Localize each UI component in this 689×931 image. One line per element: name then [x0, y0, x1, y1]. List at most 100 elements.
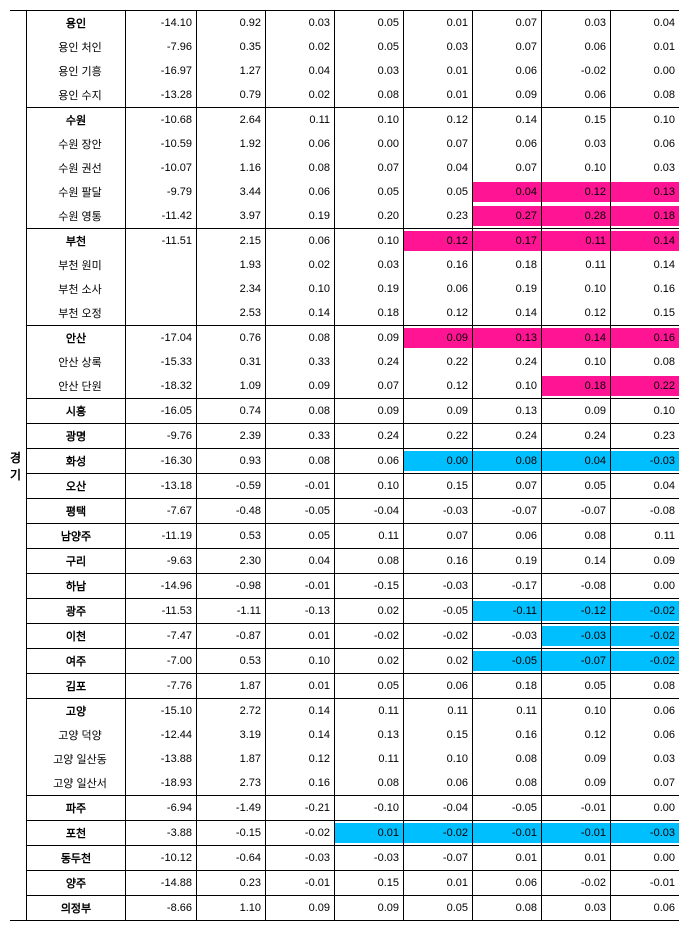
data-cell: 0.00	[611, 846, 680, 871]
data-cell: 0.01	[404, 59, 473, 83]
data-cell: 0.16	[404, 253, 473, 277]
data-cell: 0.07	[335, 156, 404, 180]
data-cell: -11.19	[126, 524, 197, 549]
data-cell: 0.05	[404, 896, 473, 921]
data-cell: 3.19	[197, 723, 266, 747]
data-cell: 0.09	[335, 896, 404, 921]
row-name: 안산 단원	[27, 374, 126, 399]
row-name: 부천 원미	[27, 253, 126, 277]
data-cell: 0.08	[335, 549, 404, 574]
data-cell: 3.44	[197, 180, 266, 204]
data-cell: 0.11	[542, 229, 611, 254]
data-cell: 0.07	[404, 524, 473, 549]
table-row: 이천-7.47-0.870.01-0.02-0.02-0.03-0.03-0.0…	[27, 624, 679, 649]
data-cell: 0.11	[335, 747, 404, 771]
table-row: 화성-16.300.930.080.060.000.080.04-0.03	[27, 449, 679, 474]
table-row: 고양 일산동-13.881.870.120.110.100.080.090.03	[27, 747, 679, 771]
data-cell: 0.31	[197, 350, 266, 374]
data-cell: 0.23	[611, 424, 680, 449]
data-cell: 0.79	[197, 83, 266, 108]
data-cell: 1.27	[197, 59, 266, 83]
data-cell: 0.05	[335, 11, 404, 35]
data-cell: -0.08	[542, 574, 611, 599]
table-row: 용인 처인-7.960.350.020.050.030.070.060.01	[27, 35, 679, 59]
data-cell: 0.09	[335, 326, 404, 351]
data-cell: -3.88	[126, 821, 197, 846]
data-cell: 0.15	[611, 301, 680, 326]
data-cell: -0.02	[266, 821, 335, 846]
data-cell: 0.07	[473, 11, 542, 35]
data-cell: 0.12	[404, 108, 473, 133]
table-row: 포천-3.88-0.15-0.020.01-0.02-0.01-0.01-0.0…	[27, 821, 679, 846]
data-cell: -0.03	[335, 846, 404, 871]
data-cell: 0.10	[335, 108, 404, 133]
data-cell: 0.19	[473, 549, 542, 574]
data-cell: 0.18	[473, 253, 542, 277]
data-cell: -0.03	[404, 574, 473, 599]
data-cell: 0.24	[335, 424, 404, 449]
row-name: 구리	[27, 549, 126, 574]
data-cell: 1.92	[197, 132, 266, 156]
data-cell: 0.08	[611, 674, 680, 699]
data-cell: 0.08	[473, 449, 542, 474]
row-name: 동두천	[27, 846, 126, 871]
data-cell: 0.33	[266, 350, 335, 374]
row-name: 부천 오정	[27, 301, 126, 326]
data-cell: 0.13	[335, 723, 404, 747]
data-cell: -16.97	[126, 59, 197, 83]
data-cell: 0.12	[266, 747, 335, 771]
table-row: 고양 덕양-12.443.190.140.130.150.160.120.06	[27, 723, 679, 747]
data-cell: 0.04	[266, 549, 335, 574]
data-cell: -17.04	[126, 326, 197, 351]
data-cell: 0.06	[611, 699, 680, 724]
data-cell: -0.03	[404, 499, 473, 524]
data-cell: 3.97	[197, 204, 266, 229]
data-cell: 0.02	[266, 35, 335, 59]
data-cell: 0.09	[335, 399, 404, 424]
table-row: 양주-14.880.23-0.010.150.010.06-0.02-0.01	[27, 871, 679, 896]
data-cell: -9.63	[126, 549, 197, 574]
data-cell: 0.03	[335, 253, 404, 277]
row-name: 평택	[27, 499, 126, 524]
data-cell: 0.08	[473, 896, 542, 921]
data-cell: -0.07	[473, 499, 542, 524]
table-row: 부천 소사2.340.100.190.060.190.100.16	[27, 277, 679, 301]
data-cell: 0.24	[542, 424, 611, 449]
data-cell: 0.01	[335, 821, 404, 846]
data-cell: 0.03	[611, 747, 680, 771]
row-name: 의정부	[27, 896, 126, 921]
data-cell: 0.10	[542, 350, 611, 374]
table-row: 안산-17.040.760.080.090.090.130.140.16	[27, 326, 679, 351]
table-row: 부천-11.512.150.060.100.120.170.110.14	[27, 229, 679, 254]
table-row: 부천 원미1.930.020.030.160.180.110.14	[27, 253, 679, 277]
table-row: 광명-9.762.390.330.240.220.240.240.23	[27, 424, 679, 449]
row-name: 수원 권선	[27, 156, 126, 180]
data-cell: 0.06	[266, 180, 335, 204]
data-cell: 0.08	[266, 156, 335, 180]
data-cell: 0.04	[611, 11, 680, 35]
data-cell: 0.02	[335, 599, 404, 624]
data-cell: 0.14	[611, 229, 680, 254]
data-cell: -0.02	[611, 649, 680, 674]
table-row: 구리-9.632.300.040.080.160.190.140.09	[27, 549, 679, 574]
data-cell: 0.06	[404, 674, 473, 699]
row-name: 김포	[27, 674, 126, 699]
data-cell: -0.48	[197, 499, 266, 524]
data-cell: 0.06	[611, 896, 680, 921]
data-cell: 0.05	[335, 35, 404, 59]
data-cell: 0.18	[542, 374, 611, 399]
data-cell: -0.02	[404, 624, 473, 649]
data-cell: 0.07	[473, 156, 542, 180]
data-cell: 0.19	[473, 277, 542, 301]
data-cell: 0.10	[542, 277, 611, 301]
data-cell: 0.09	[542, 747, 611, 771]
row-name: 용인	[27, 11, 126, 35]
data-cell: -18.32	[126, 374, 197, 399]
row-name: 시흥	[27, 399, 126, 424]
data-cell: 0.74	[197, 399, 266, 424]
data-cell: 2.72	[197, 699, 266, 724]
data-cell: 0.12	[404, 301, 473, 326]
data-cell: -0.07	[542, 649, 611, 674]
data-cell: -0.03	[542, 624, 611, 649]
data-cell: -14.88	[126, 871, 197, 896]
